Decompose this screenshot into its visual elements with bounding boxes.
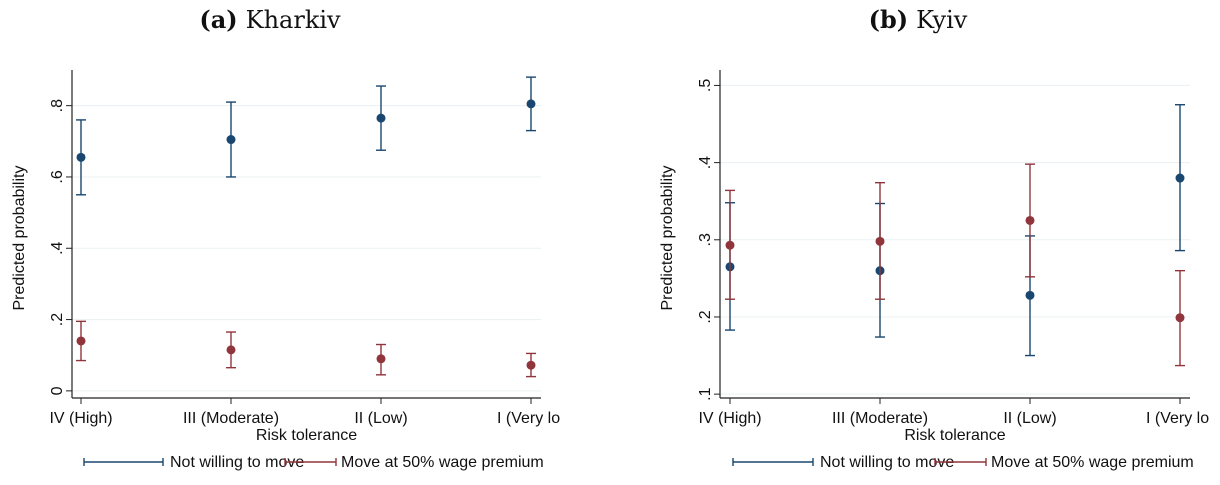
chart-title: (a) Kharkiv — [199, 5, 341, 34]
y-tick-label: .2 — [697, 310, 714, 323]
y-tick-label: .6 — [49, 170, 66, 183]
not-willing-point — [226, 135, 236, 145]
chart-panel-a: (a) Kharkiv 0 .2 .4 .6 .8 IV (High) III (Moderat… — [11, 5, 560, 471]
wage-premium-point — [875, 236, 885, 246]
wage-premium-point — [1175, 313, 1185, 323]
wage-premium-point — [226, 345, 236, 355]
chart-title: (b) Kyiv — [869, 5, 968, 34]
panel-label: (b) — [869, 5, 909, 34]
legend-wage-premium-label: Move at 50% wage premium — [991, 454, 1194, 471]
y-tick-label: .3 — [697, 233, 714, 246]
x-tick-label: I (Very lo — [497, 410, 560, 427]
wage-premium-point — [526, 360, 536, 370]
y-tick-label: .5 — [697, 79, 714, 92]
not-willing-point — [526, 99, 536, 109]
x-tick-label: III (Moderate) — [183, 410, 279, 427]
not-willing-point — [1175, 173, 1185, 183]
x-tick-label: II (Low) — [354, 410, 407, 427]
wage-premium-point — [725, 240, 735, 250]
x-axis-label: Risk tolerance — [904, 427, 1005, 444]
panel-title: Kyiv — [916, 6, 968, 34]
y-tick-label: .1 — [697, 387, 714, 400]
legend-not-willing-label: Not willing to move — [820, 454, 954, 471]
wage-premium-point — [376, 354, 386, 364]
y-tick-label: .4 — [697, 156, 714, 169]
y-axis-label: Predicted probability — [11, 166, 28, 311]
y-tick-label: .8 — [49, 99, 66, 112]
x-tick-label: IV (High) — [698, 410, 761, 427]
y-tick-label: .4 — [49, 241, 66, 254]
x-tick-label: I (Very lo — [1146, 410, 1209, 427]
not-willing-point — [1025, 290, 1035, 300]
y-tick-label: 0 — [49, 386, 66, 395]
legend-not-willing-label: Not willing to move — [170, 454, 304, 471]
chart-panel-b: (b) Kyiv .1 .2 .3 .4 .5 IV (High) III (Moderate)… — [659, 5, 1209, 471]
panel-label: (a) — [199, 5, 237, 34]
y-tick-label: .2 — [49, 313, 66, 326]
x-tick-label: III (Moderate) — [832, 410, 928, 427]
x-tick-label: II (Low) — [1003, 410, 1056, 427]
wage-premium-point — [76, 336, 86, 346]
x-tick-label: IV (High) — [49, 410, 112, 427]
panel-title: Kharkiv — [246, 6, 341, 34]
not-willing-point — [76, 152, 86, 162]
y-axis-label: Predicted probability — [659, 166, 676, 311]
wage-premium-point — [1025, 215, 1035, 225]
not-willing-point — [376, 113, 386, 123]
x-axis-label: Risk tolerance — [256, 427, 357, 444]
legend-wage-premium-label: Move at 50% wage premium — [341, 454, 544, 471]
